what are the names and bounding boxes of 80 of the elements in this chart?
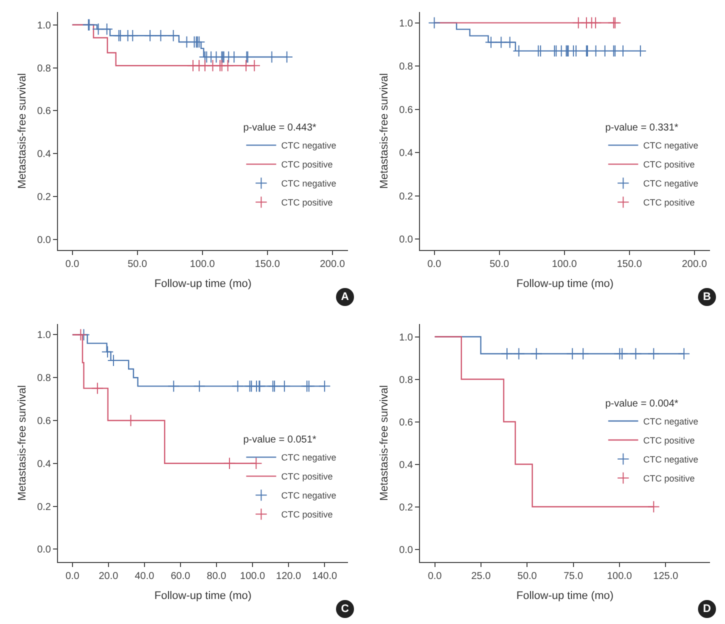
x-tick-label: 0.0	[65, 259, 80, 270]
legend-label: CTC negative	[281, 490, 336, 501]
y-axis-title: Metastasis-free survival	[378, 385, 391, 501]
x-tick-label: 60.0	[170, 571, 191, 582]
y-axis-title: Metastasis-free survival	[16, 385, 29, 501]
x-tick-label: 100.0	[552, 259, 578, 270]
text: D	[698, 600, 716, 618]
legend-label: CTC negative	[643, 140, 698, 151]
legend-label: CTC positive	[281, 472, 333, 482]
x-tick-label: 50.0	[517, 571, 538, 582]
x-tick-label: 50.0	[128, 259, 148, 270]
y-tick-label: 1.0	[399, 18, 414, 30]
x-tick-label: 100.0	[240, 571, 266, 582]
legend-label: CTC negative	[643, 454, 698, 465]
x-axis-title: Follow-up time (mo)	[154, 590, 252, 602]
y-tick-label: 0.6	[37, 106, 52, 118]
legend-label: CTC negative	[643, 178, 698, 189]
text: C	[336, 600, 354, 618]
legend-label: CTC positive	[643, 436, 695, 446]
x-tick-label: 120.0	[276, 571, 302, 582]
y-tick-label: 0.2	[399, 502, 414, 514]
y-tick-label: 0.2	[37, 192, 52, 203]
legend-label: CTC positive	[643, 198, 695, 208]
text: A	[336, 288, 354, 306]
x-tick-label: 0.0	[65, 571, 80, 582]
x-axis-title: Follow-up time (mo)	[516, 278, 614, 290]
x-tick-label: 50.0	[490, 259, 510, 270]
legend-label: CTC negative	[643, 416, 698, 427]
x-tick-label: 0.0	[428, 571, 442, 582]
y-tick-label: 0.4	[37, 149, 52, 160]
y-tick-label: 0.6	[399, 417, 414, 428]
legend-label: CTC negative	[281, 452, 336, 463]
y-tick-label: 0.0	[399, 234, 414, 246]
y-tick-label: 1.0	[399, 332, 414, 344]
y-tick-label: 1.0	[37, 20, 52, 32]
x-tick-label: 150.0	[616, 259, 642, 270]
x-axis-title: Follow-up time (mo)	[154, 278, 252, 290]
y-tick-label: 0.4	[399, 460, 414, 471]
y-tick-label: 0.0	[37, 544, 52, 556]
y-tick-label: 0.6	[399, 104, 414, 116]
x-tick-label: 75.0	[564, 571, 584, 582]
y-tick-label: 0.8	[37, 373, 52, 384]
x-tick-label: 40.0	[134, 571, 155, 582]
x-tick-label: 0.0	[427, 259, 442, 270]
y-tick-label: 0.8	[399, 374, 414, 386]
y-tick-label: 0.6	[37, 416, 52, 427]
text: B	[698, 288, 716, 306]
legend-label: CTC positive	[643, 160, 695, 170]
y-tick-label: 0.2	[37, 502, 52, 513]
legend-title: p-value = 0.004*	[605, 398, 678, 410]
legend-label: CTC positive	[281, 160, 333, 170]
legend-label: CTC positive	[281, 510, 333, 520]
x-axis-title: Follow-up time (mo)	[516, 590, 614, 602]
y-tick-label: 0.8	[37, 63, 52, 74]
y-tick-label: 0.8	[399, 62, 414, 73]
y-tick-label: 1.0	[37, 330, 52, 342]
x-tick-label: 20.0	[98, 571, 119, 582]
y-axis-title: Metastasis-free survival	[378, 73, 391, 189]
y-tick-label: 0.0	[37, 234, 52, 246]
x-tick-label: 80.0	[206, 571, 227, 582]
legend-title: p-value = 0.051*	[243, 434, 316, 446]
x-tick-label: 125.0	[653, 571, 679, 582]
x-tick-label: 200.0	[320, 259, 346, 270]
legend-label: CTC negative	[281, 140, 336, 151]
x-tick-label: 200.0	[682, 259, 708, 270]
x-tick-label: 140.0	[312, 571, 338, 582]
y-tick-label: 0.4	[37, 458, 52, 470]
x-tick-label: 100.0	[190, 259, 216, 270]
x-tick-label: 100.0	[606, 571, 632, 582]
y-tick-label: 0.0	[399, 544, 414, 556]
y-tick-label: 0.4	[399, 148, 414, 160]
y-axis-title: Metastasis-free survival	[16, 73, 29, 189]
legend-title: p-value = 0.331*	[605, 122, 678, 134]
y-tick-label: 0.2	[399, 191, 414, 202]
legend-label: CTC positive	[643, 474, 695, 484]
x-tick-label: 150.0	[254, 259, 280, 270]
legend-label: CTC positive	[281, 198, 333, 208]
legend-title: p-value = 0.443*	[243, 122, 316, 134]
x-tick-label: 25.0	[471, 571, 492, 582]
legend-label: CTC negative	[281, 178, 336, 189]
